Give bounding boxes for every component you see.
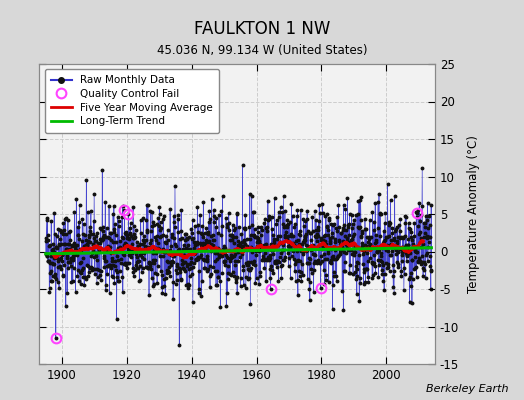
Legend: Raw Monthly Data, Quality Control Fail, Five Year Moving Average, Long-Term Tren: Raw Monthly Data, Quality Control Fail, … — [45, 69, 219, 133]
Text: Berkeley Earth: Berkeley Earth — [426, 384, 508, 394]
Text: 45.036 N, 99.134 W (United States): 45.036 N, 99.134 W (United States) — [157, 44, 367, 57]
Text: FAULKTON 1 NW: FAULKTON 1 NW — [194, 20, 330, 38]
Y-axis label: Temperature Anomaly (°C): Temperature Anomaly (°C) — [467, 135, 481, 293]
